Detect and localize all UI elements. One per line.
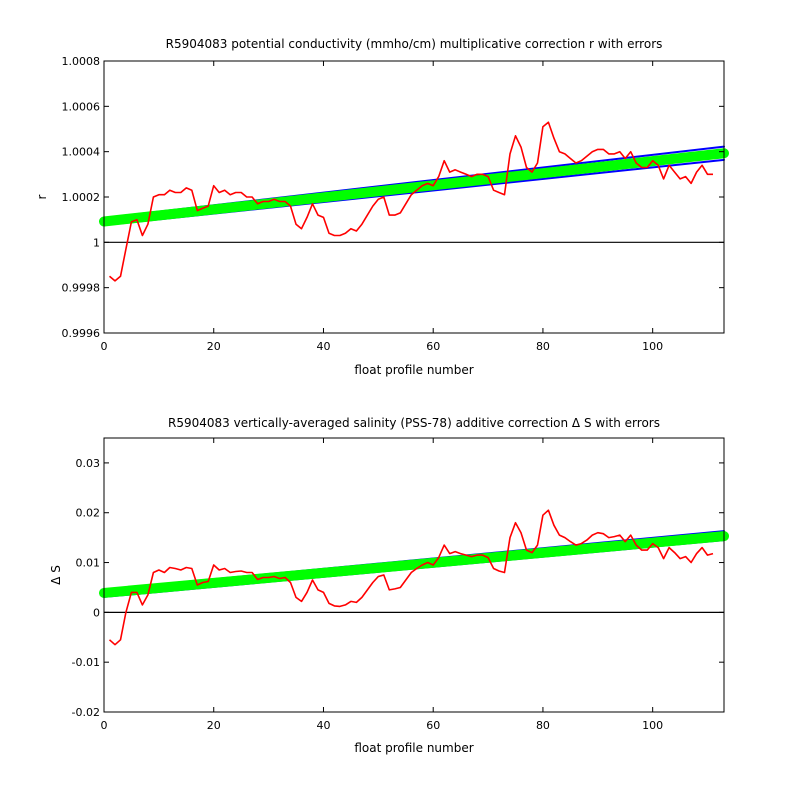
x-tick-label: 80 xyxy=(536,719,550,732)
x-tick-label: 100 xyxy=(642,719,663,732)
x-tick-label: 0 xyxy=(101,340,108,353)
plot-marks xyxy=(99,509,729,646)
salinity-correction-chart: R5904083 vertically-averaged salinity (P… xyxy=(49,416,729,755)
y-tick-label: -0.02 xyxy=(72,706,100,719)
fit-line xyxy=(99,531,729,598)
y-tick-label: 1.0004 xyxy=(62,146,101,159)
conductivity-correction-chart: R5904083 potential conductivity (mmho/cm… xyxy=(35,37,729,377)
plot-area xyxy=(104,61,724,333)
y-tick-label: 0.01 xyxy=(76,557,101,570)
y-axis-label: r xyxy=(35,194,49,199)
observed-series-line xyxy=(108,509,714,646)
chart-title: R5904083 potential conductivity (mmho/cm… xyxy=(166,37,663,51)
x-axis-ticks: 0 20 40 60 80 100 xyxy=(101,61,663,353)
x-tick-label: 60 xyxy=(426,719,440,732)
y-tick-label: 1.0008 xyxy=(62,55,101,68)
x-axis-label: float profile number xyxy=(354,363,473,377)
y-tick-label: 1.0006 xyxy=(62,100,101,113)
y-axis-ticks: -0.02 -0.01 0 0.01 0.02 0.03 xyxy=(72,457,724,719)
plot-marks xyxy=(99,121,729,282)
observed-series-line xyxy=(108,121,713,282)
x-tick-label: 80 xyxy=(536,340,550,353)
x-axis-label: float profile number xyxy=(354,741,473,755)
y-tick-label: -0.01 xyxy=(72,656,100,669)
axes-box xyxy=(103,437,725,713)
y-tick-label: 0 xyxy=(93,606,100,619)
x-tick-label: 100 xyxy=(642,340,663,353)
y-tick-label: 0.02 xyxy=(76,507,101,520)
y-tick-label: 0.03 xyxy=(76,457,101,470)
x-tick-label: 40 xyxy=(316,340,330,353)
y-tick-label: 1 xyxy=(93,236,100,249)
x-tick-label: 20 xyxy=(207,340,221,353)
plot-area xyxy=(104,438,724,712)
x-axis-ticks: 0 20 40 60 80 100 xyxy=(101,438,663,732)
y-tick-label: 1.0002 xyxy=(62,191,101,204)
y-tick-label: 0.9998 xyxy=(62,282,101,295)
x-tick-label: 20 xyxy=(207,719,221,732)
y-axis-label: Δ S xyxy=(49,565,63,585)
chart-title: R5904083 vertically-averaged salinity (P… xyxy=(168,416,660,430)
y-axis-ticks: 0.9996 0.9998 1 1.0002 1.0004 1.0006 1.0008 xyxy=(62,55,724,340)
fit-line xyxy=(99,148,729,227)
x-tick-label: 40 xyxy=(316,719,330,732)
y-tick-label: 0.9996 xyxy=(62,327,101,340)
x-tick-label: 0 xyxy=(101,719,108,732)
x-tick-label: 60 xyxy=(426,340,440,353)
